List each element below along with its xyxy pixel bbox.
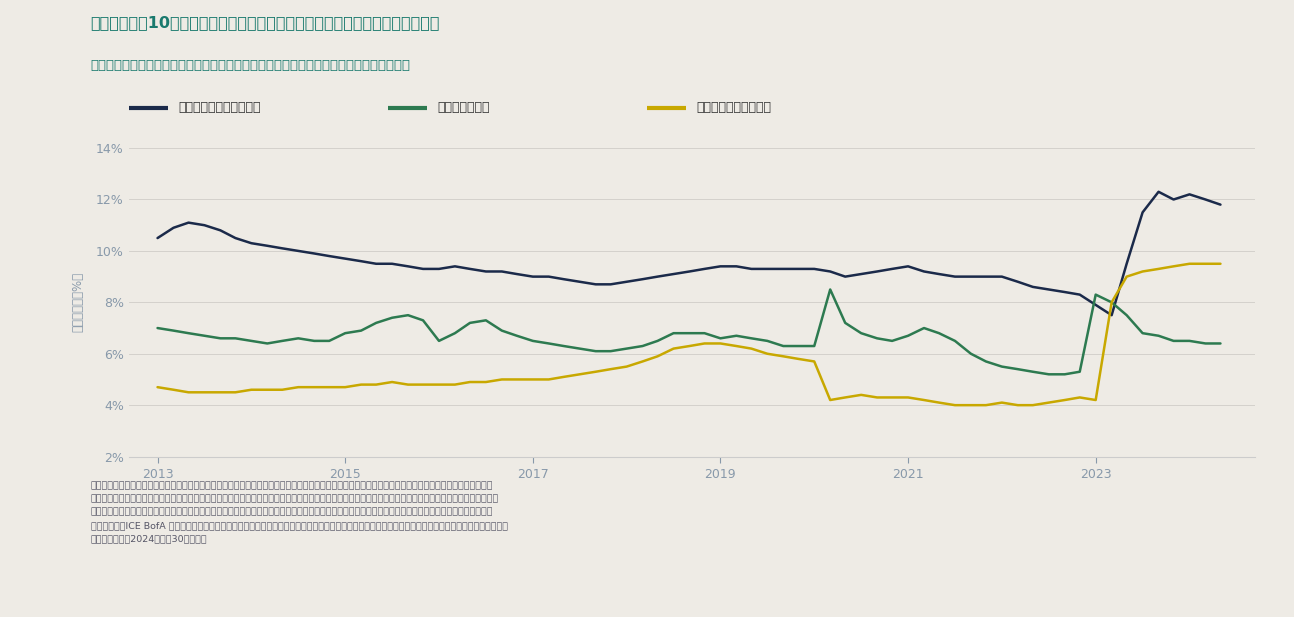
Text: ハイイールド債: ハイイールド債	[437, 101, 490, 115]
Y-axis label: 直接利回り（%）: 直接利回り（%）	[72, 272, 85, 333]
Text: 図表１：過去10年で最高水準にあるプライベート・クレジットの現在の利回り: 図表１：過去10年で最高水準にあるプライベート・クレジットの現在の利回り	[91, 15, 440, 30]
Text: 過去の実績は将来の結果を保証するものではありません。　このような事象や予測が起こる保証はなく、実際の結果はここに示されたものとは大きく異なる
場合があります。イ: 過去の実績は将来の結果を保証するものではありません。 このような事象や予測が起こ…	[91, 481, 507, 543]
Text: プライベートクレジット: プライベートクレジット	[179, 101, 261, 115]
Text: 複雑性および流動性プレミアムがプライベート・クレジットのリターン上昇を支えてきた: 複雑性および流動性プレミアムがプライベート・クレジットのリターン上昇を支えてきた	[91, 59, 410, 72]
Text: シンジケート・ローン: シンジケート・ローン	[696, 101, 771, 115]
